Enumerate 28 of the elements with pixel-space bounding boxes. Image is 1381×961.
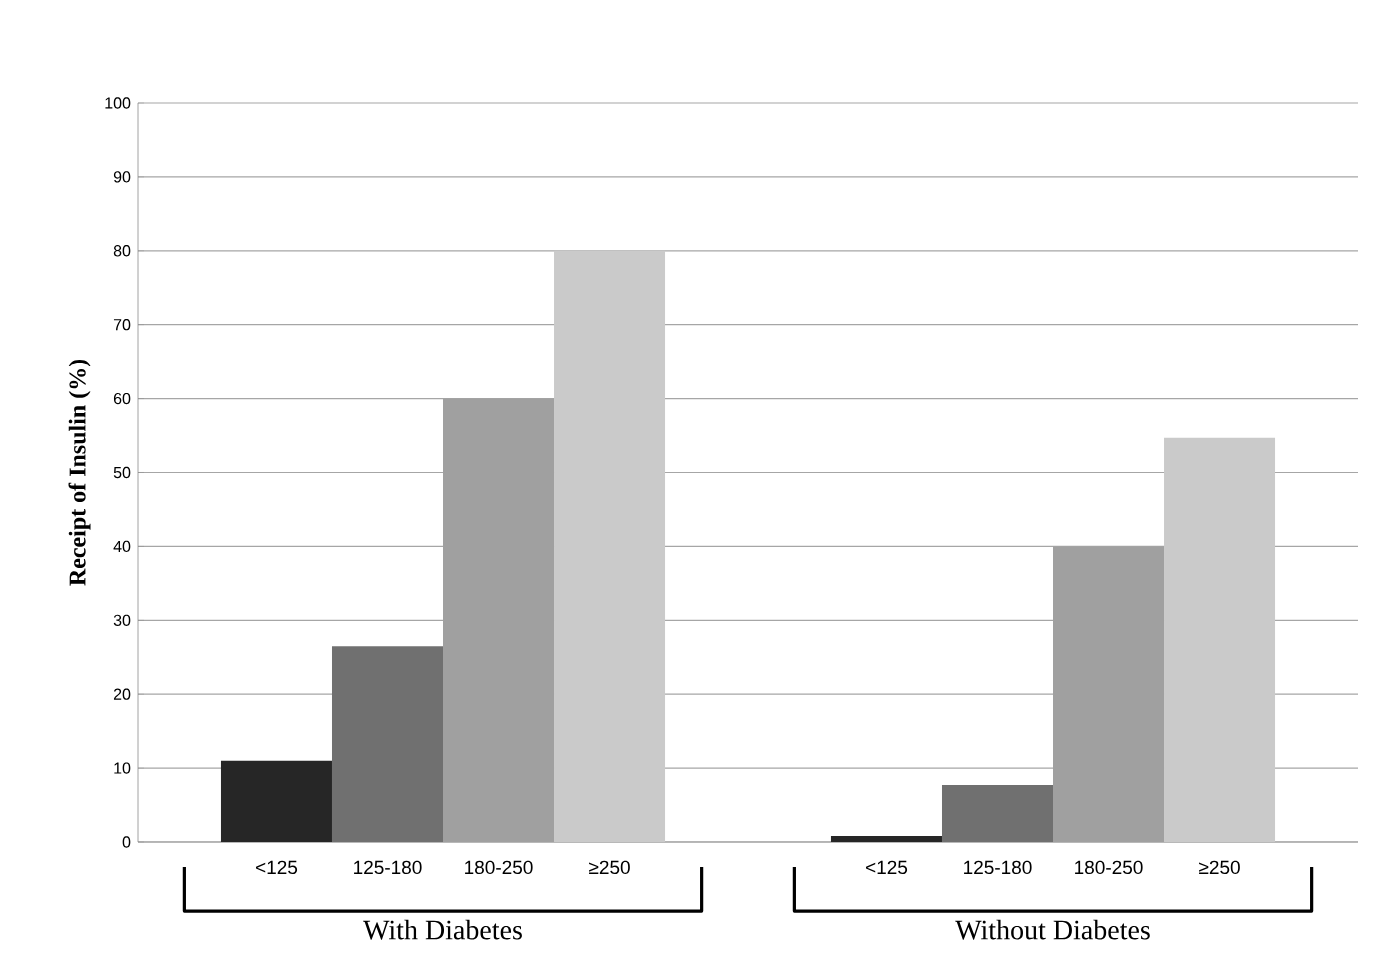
y-tick-label: 30 <box>113 614 131 626</box>
bar <box>830 836 942 842</box>
y-tick-label: 10 <box>114 762 131 774</box>
series-label: 180-250 <box>465 860 533 875</box>
y-axis-title: Receipt of Insulin (%) <box>68 359 91 586</box>
y-tick-label: 40 <box>113 540 131 553</box>
x-tick-label: With Diabetes <box>363 919 522 940</box>
x-tick-label: Without Diabetes <box>955 919 1150 940</box>
text: 180-250 <box>1075 860 1143 875</box>
y-tick-label: 0 <box>122 836 131 848</box>
y-tick-label: 60 <box>113 392 131 405</box>
y-tick-label: 100 <box>105 97 131 109</box>
series-label: 125-180 <box>354 860 422 875</box>
series-label: ≥250 <box>589 860 630 875</box>
bar <box>220 760 332 842</box>
text: <125 <box>866 860 908 875</box>
y-tick-label: 80 <box>113 245 131 257</box>
bar <box>331 646 443 842</box>
bar <box>1164 437 1276 842</box>
bar <box>554 250 666 842</box>
y-tick-label: 20 <box>113 688 131 700</box>
y-tick-label: 70 <box>113 319 131 331</box>
y-tick-label: 50 <box>113 466 131 479</box>
series-label: <125 <box>256 860 298 875</box>
text: ≥250 <box>1199 860 1240 875</box>
bar <box>941 785 1053 842</box>
y-tick-label: 90 <box>113 171 131 183</box>
text: 125-180 <box>964 860 1032 875</box>
